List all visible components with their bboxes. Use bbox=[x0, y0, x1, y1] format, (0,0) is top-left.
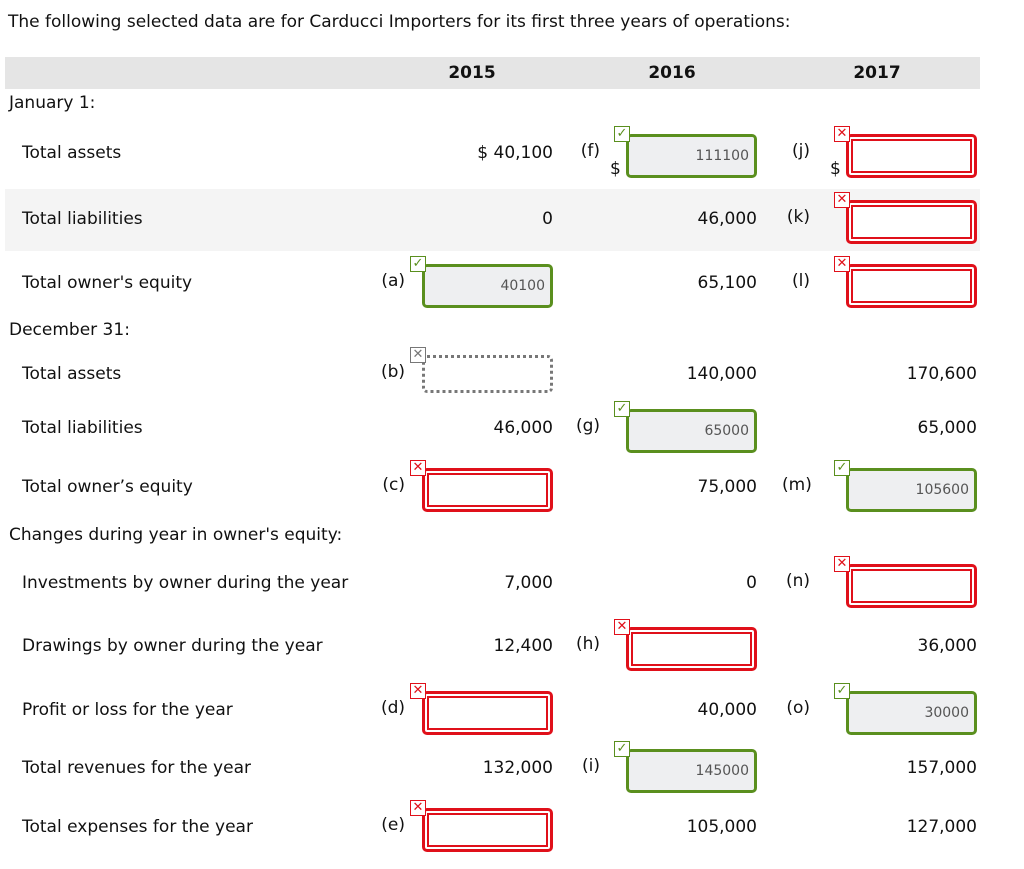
answer-letter: (f) bbox=[580, 141, 600, 161]
answer-input-o[interactable]: 30000 bbox=[846, 691, 977, 735]
cell-value: $ 40,100 bbox=[477, 143, 553, 163]
cell-value: 36,000 bbox=[917, 636, 977, 656]
answer-letter: (e) bbox=[381, 815, 405, 835]
answer-letter: (g) bbox=[575, 416, 600, 436]
check-icon: ✓ bbox=[834, 683, 850, 699]
x-icon: ✕ bbox=[410, 460, 426, 476]
check-icon: ✓ bbox=[614, 401, 630, 417]
answer-input-e[interactable] bbox=[422, 808, 553, 852]
check-icon: ✓ bbox=[834, 460, 850, 476]
cell-value: 75,000 bbox=[697, 477, 757, 497]
answer-input-h[interactable] bbox=[626, 627, 757, 671]
cell-value: 65,100 bbox=[697, 273, 757, 293]
answer-letter: (c) bbox=[382, 475, 405, 495]
cell-value: 46,000 bbox=[493, 418, 553, 438]
cell-value: 132,000 bbox=[482, 758, 553, 778]
answer-input-j[interactable] bbox=[846, 134, 977, 178]
cell-value: 46,000 bbox=[697, 209, 757, 229]
answer-input-a[interactable]: 40100 bbox=[422, 264, 553, 308]
answer-letter: (b) bbox=[380, 362, 405, 382]
row-label: Total assets bbox=[22, 143, 122, 163]
answer-letter: (o) bbox=[786, 698, 810, 718]
cell-value: 170,600 bbox=[906, 364, 977, 384]
x-icon: ✕ bbox=[834, 256, 850, 272]
x-icon: ✕ bbox=[410, 800, 426, 816]
row-shading bbox=[5, 189, 980, 251]
cell-value: 7,000 bbox=[504, 573, 553, 593]
cell-value: 40,000 bbox=[697, 700, 757, 720]
answer-letter: (a) bbox=[381, 271, 405, 291]
row-label: Total owner's equity bbox=[22, 273, 193, 293]
x-icon: ✕ bbox=[410, 347, 426, 363]
x-icon: ✕ bbox=[834, 556, 850, 572]
row-label: Total liabilities bbox=[22, 418, 143, 438]
answer-letter: (h) bbox=[575, 634, 600, 654]
answer-input-i[interactable]: 145000 bbox=[626, 749, 757, 793]
answer-letter: (n) bbox=[785, 571, 810, 591]
x-icon: ✕ bbox=[614, 619, 630, 635]
answer-input-c[interactable] bbox=[422, 468, 553, 512]
check-icon: ✓ bbox=[410, 256, 426, 272]
section-heading: Changes during year in owner's equity: bbox=[9, 525, 343, 545]
row-label: Total liabilities bbox=[22, 209, 143, 229]
row-label: Total assets bbox=[22, 364, 122, 384]
row-label: Profit or loss for the year bbox=[22, 700, 233, 720]
dollar-sign: $ bbox=[610, 159, 621, 179]
year-2017: 2017 bbox=[853, 63, 901, 83]
year-2016: 2016 bbox=[648, 63, 696, 83]
cell-value: 0 bbox=[542, 209, 553, 229]
section-heading: December 31: bbox=[9, 320, 130, 340]
year-header: 2015 2016 2017 bbox=[5, 57, 980, 89]
cell-value: 127,000 bbox=[906, 817, 977, 837]
check-icon: ✓ bbox=[614, 741, 630, 757]
answer-input-n[interactable] bbox=[846, 564, 977, 608]
answer-input-f[interactable]: 111100 bbox=[626, 134, 757, 178]
answer-input-g[interactable]: 65000 bbox=[626, 409, 757, 453]
row-label: Investments by owner during the year bbox=[22, 573, 349, 593]
answer-letter: (m) bbox=[782, 475, 812, 495]
answer-input-k[interactable] bbox=[846, 200, 977, 244]
answer-letter: (k) bbox=[786, 207, 810, 227]
answer-letter: (i) bbox=[582, 756, 600, 776]
cell-value: 157,000 bbox=[906, 758, 977, 778]
cell-value: 105,000 bbox=[686, 817, 757, 837]
cell-value: 12,400 bbox=[493, 636, 553, 656]
answer-letter: (d) bbox=[380, 698, 405, 718]
cell-value: 140,000 bbox=[686, 364, 757, 384]
x-icon: ✕ bbox=[834, 126, 850, 142]
dollar-sign: $ bbox=[830, 159, 841, 179]
section-heading: January 1: bbox=[9, 93, 96, 113]
answer-input-l[interactable] bbox=[846, 264, 977, 308]
year-2015: 2015 bbox=[448, 63, 496, 83]
row-label: Total revenues for the year bbox=[22, 758, 251, 778]
question-text: The following selected data are for Card… bbox=[8, 12, 791, 32]
row-label: Total owner’s equity bbox=[22, 477, 193, 497]
row-label: Total expenses for the year bbox=[22, 817, 253, 837]
answer-letter: (l) bbox=[792, 271, 810, 291]
cell-value: 65,000 bbox=[917, 418, 977, 438]
answer-input-b[interactable] bbox=[422, 355, 553, 393]
cell-value: 0 bbox=[746, 573, 757, 593]
x-icon: ✕ bbox=[410, 683, 426, 699]
answer-input-m[interactable]: 105600 bbox=[846, 468, 977, 512]
x-icon: ✕ bbox=[834, 192, 850, 208]
answer-input-d[interactable] bbox=[422, 691, 553, 735]
row-label: Drawings by owner during the year bbox=[22, 636, 323, 656]
answer-letter: (j) bbox=[792, 141, 810, 161]
check-icon: ✓ bbox=[614, 126, 630, 142]
